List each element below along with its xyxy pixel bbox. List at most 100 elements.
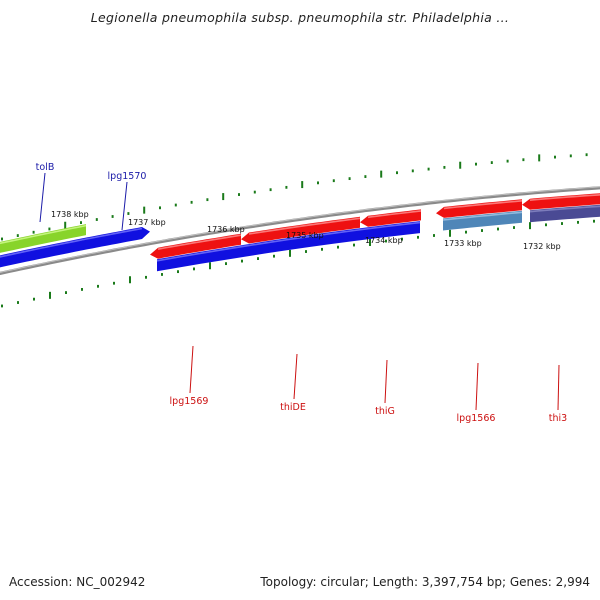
gene-label-leader xyxy=(475,362,479,411)
gene-features[interactable] xyxy=(0,193,600,272)
outer-minor-tick xyxy=(16,234,19,237)
inner-minor-tick xyxy=(97,284,99,288)
gene-label-tolB[interactable]: tolB xyxy=(36,162,55,173)
outer-minor-tick xyxy=(427,167,430,171)
tick-label: 1734 kbp xyxy=(365,236,403,245)
outer-minor-tick xyxy=(585,153,588,157)
gene-label-leader xyxy=(189,345,194,394)
gene-label-lpg1566[interactable]: lpg1566 xyxy=(457,413,496,424)
gene-label-leader xyxy=(39,172,46,223)
gene-lpg1566[interactable] xyxy=(436,199,523,218)
gene-lpg1570-shine xyxy=(81,227,143,241)
gene-tolB-body[interactable] xyxy=(0,224,86,253)
inner-minor-tick xyxy=(545,223,547,227)
outer-minor-tick xyxy=(80,221,82,225)
tick-label: 1738 kbp xyxy=(51,210,89,219)
gene-thi3[interactable] xyxy=(529,204,600,223)
outer-minor-tick xyxy=(443,165,446,169)
inner-minor-tick xyxy=(241,259,243,263)
gene-tolB[interactable] xyxy=(0,224,87,253)
gene-label-leader xyxy=(293,353,298,400)
outer-minor-tick xyxy=(411,169,414,173)
outer-major-tick xyxy=(222,193,225,201)
gene-thi3-arrow-shine xyxy=(529,194,600,201)
backbone-highlight xyxy=(0,186,600,273)
inner-minor-tick xyxy=(577,220,579,224)
outer-minor-tick xyxy=(127,212,130,215)
tick-label: 1736 kbp xyxy=(207,225,245,234)
gene-label-lpg1570[interactable]: lpg1570 xyxy=(108,171,147,182)
gene-lpg1569[interactable] xyxy=(156,221,421,272)
outer-minor-tick xyxy=(253,190,256,194)
inner-major-tick xyxy=(49,291,51,299)
outer-minor-tick xyxy=(190,200,193,204)
gene-upstream-forward-shine xyxy=(0,239,83,258)
inner-minor-tick xyxy=(193,267,195,271)
gene-lpg1569-arrow[interactable] xyxy=(150,233,242,259)
gene-thiDE-shine xyxy=(248,217,361,235)
gene-lpg1569-shine xyxy=(156,221,421,262)
gene-thi3-arrow-body[interactable] xyxy=(522,193,600,210)
outer-minor-tick xyxy=(506,159,509,163)
gene-thiDE[interactable] xyxy=(241,216,361,244)
inner-minor-tick xyxy=(305,250,307,253)
gene-lpg1566-band-shine xyxy=(442,211,523,221)
gene-upstream-forward-body[interactable] xyxy=(0,238,82,268)
gene-lpg1570-body[interactable] xyxy=(82,227,150,251)
outer-major-tick xyxy=(301,181,304,189)
inner-major-tick xyxy=(209,262,211,270)
outer-minor-tick xyxy=(1,237,3,241)
gene-lpg1566-body[interactable] xyxy=(436,199,522,218)
gene-lpg1566-band[interactable] xyxy=(442,210,523,231)
outer-minor-tick xyxy=(285,185,288,189)
gene-label-thiG[interactable]: thiG xyxy=(375,406,395,417)
inner-minor-tick xyxy=(65,291,67,294)
gene-lpg1566-band-body[interactable] xyxy=(443,210,522,231)
accession-text: Accession: NC_002942 xyxy=(9,575,146,589)
inner-major-tick xyxy=(289,249,291,257)
inner-minor-tick xyxy=(465,230,467,234)
gene-thi3-arrow[interactable] xyxy=(522,193,600,210)
gene-lpg1566-shine xyxy=(443,200,523,210)
outer-minor-tick xyxy=(475,162,477,166)
inner-minor-tick xyxy=(1,304,3,308)
gene-label-lpg1569[interactable]: lpg1569 xyxy=(170,396,209,407)
outer-minor-tick xyxy=(317,181,319,185)
chromosome-backbone xyxy=(0,186,600,276)
inner-minor-tick xyxy=(81,288,83,291)
inner-tick-ring xyxy=(1,219,595,308)
gene-upstream-forward[interactable] xyxy=(0,238,83,268)
outer-minor-tick xyxy=(364,175,367,178)
inner-minor-tick xyxy=(273,254,275,258)
inner-minor-tick xyxy=(401,237,403,241)
gene-thi3-body[interactable] xyxy=(530,204,600,223)
outer-minor-tick xyxy=(490,161,493,164)
gene-thiDE-body[interactable] xyxy=(241,216,360,244)
gene-labels: tolB lpg1570 lpg1569 thiDE thiG lpg1566 thi3 xyxy=(36,162,568,424)
tick-label: 1737 kbp xyxy=(128,218,166,227)
outer-minor-tick xyxy=(238,193,240,196)
inner-minor-tick xyxy=(385,239,387,243)
inner-minor-tick xyxy=(561,222,563,225)
gene-thiG[interactable] xyxy=(360,209,422,227)
inner-minor-tick xyxy=(161,273,163,276)
inner-minor-tick xyxy=(33,297,35,301)
gene-lpg1569-body[interactable] xyxy=(157,221,420,272)
inner-minor-tick xyxy=(257,257,259,260)
tick-labels: 1738 kbp 1737 kbp 1736 kbp 1735 kbp 1734 kbp… xyxy=(51,210,561,251)
inner-minor-tick xyxy=(17,301,19,304)
gene-thiG-body[interactable] xyxy=(360,209,421,227)
gene-lpg1570[interactable] xyxy=(81,227,150,251)
backbone-line xyxy=(0,186,600,276)
gene-label-leader xyxy=(384,359,388,404)
inner-minor-tick xyxy=(417,235,419,239)
inner-minor-tick xyxy=(145,275,147,279)
outer-major-tick xyxy=(538,154,541,162)
gene-lpg1569-arrow-body[interactable] xyxy=(150,233,241,259)
inner-major-tick xyxy=(449,229,451,237)
gene-label-thiDE[interactable]: thiDE xyxy=(280,402,306,413)
inner-minor-tick xyxy=(321,247,323,251)
tick-label: 1735 kbp xyxy=(286,231,324,240)
gene-label-thi3[interactable]: thi3 xyxy=(549,413,567,424)
